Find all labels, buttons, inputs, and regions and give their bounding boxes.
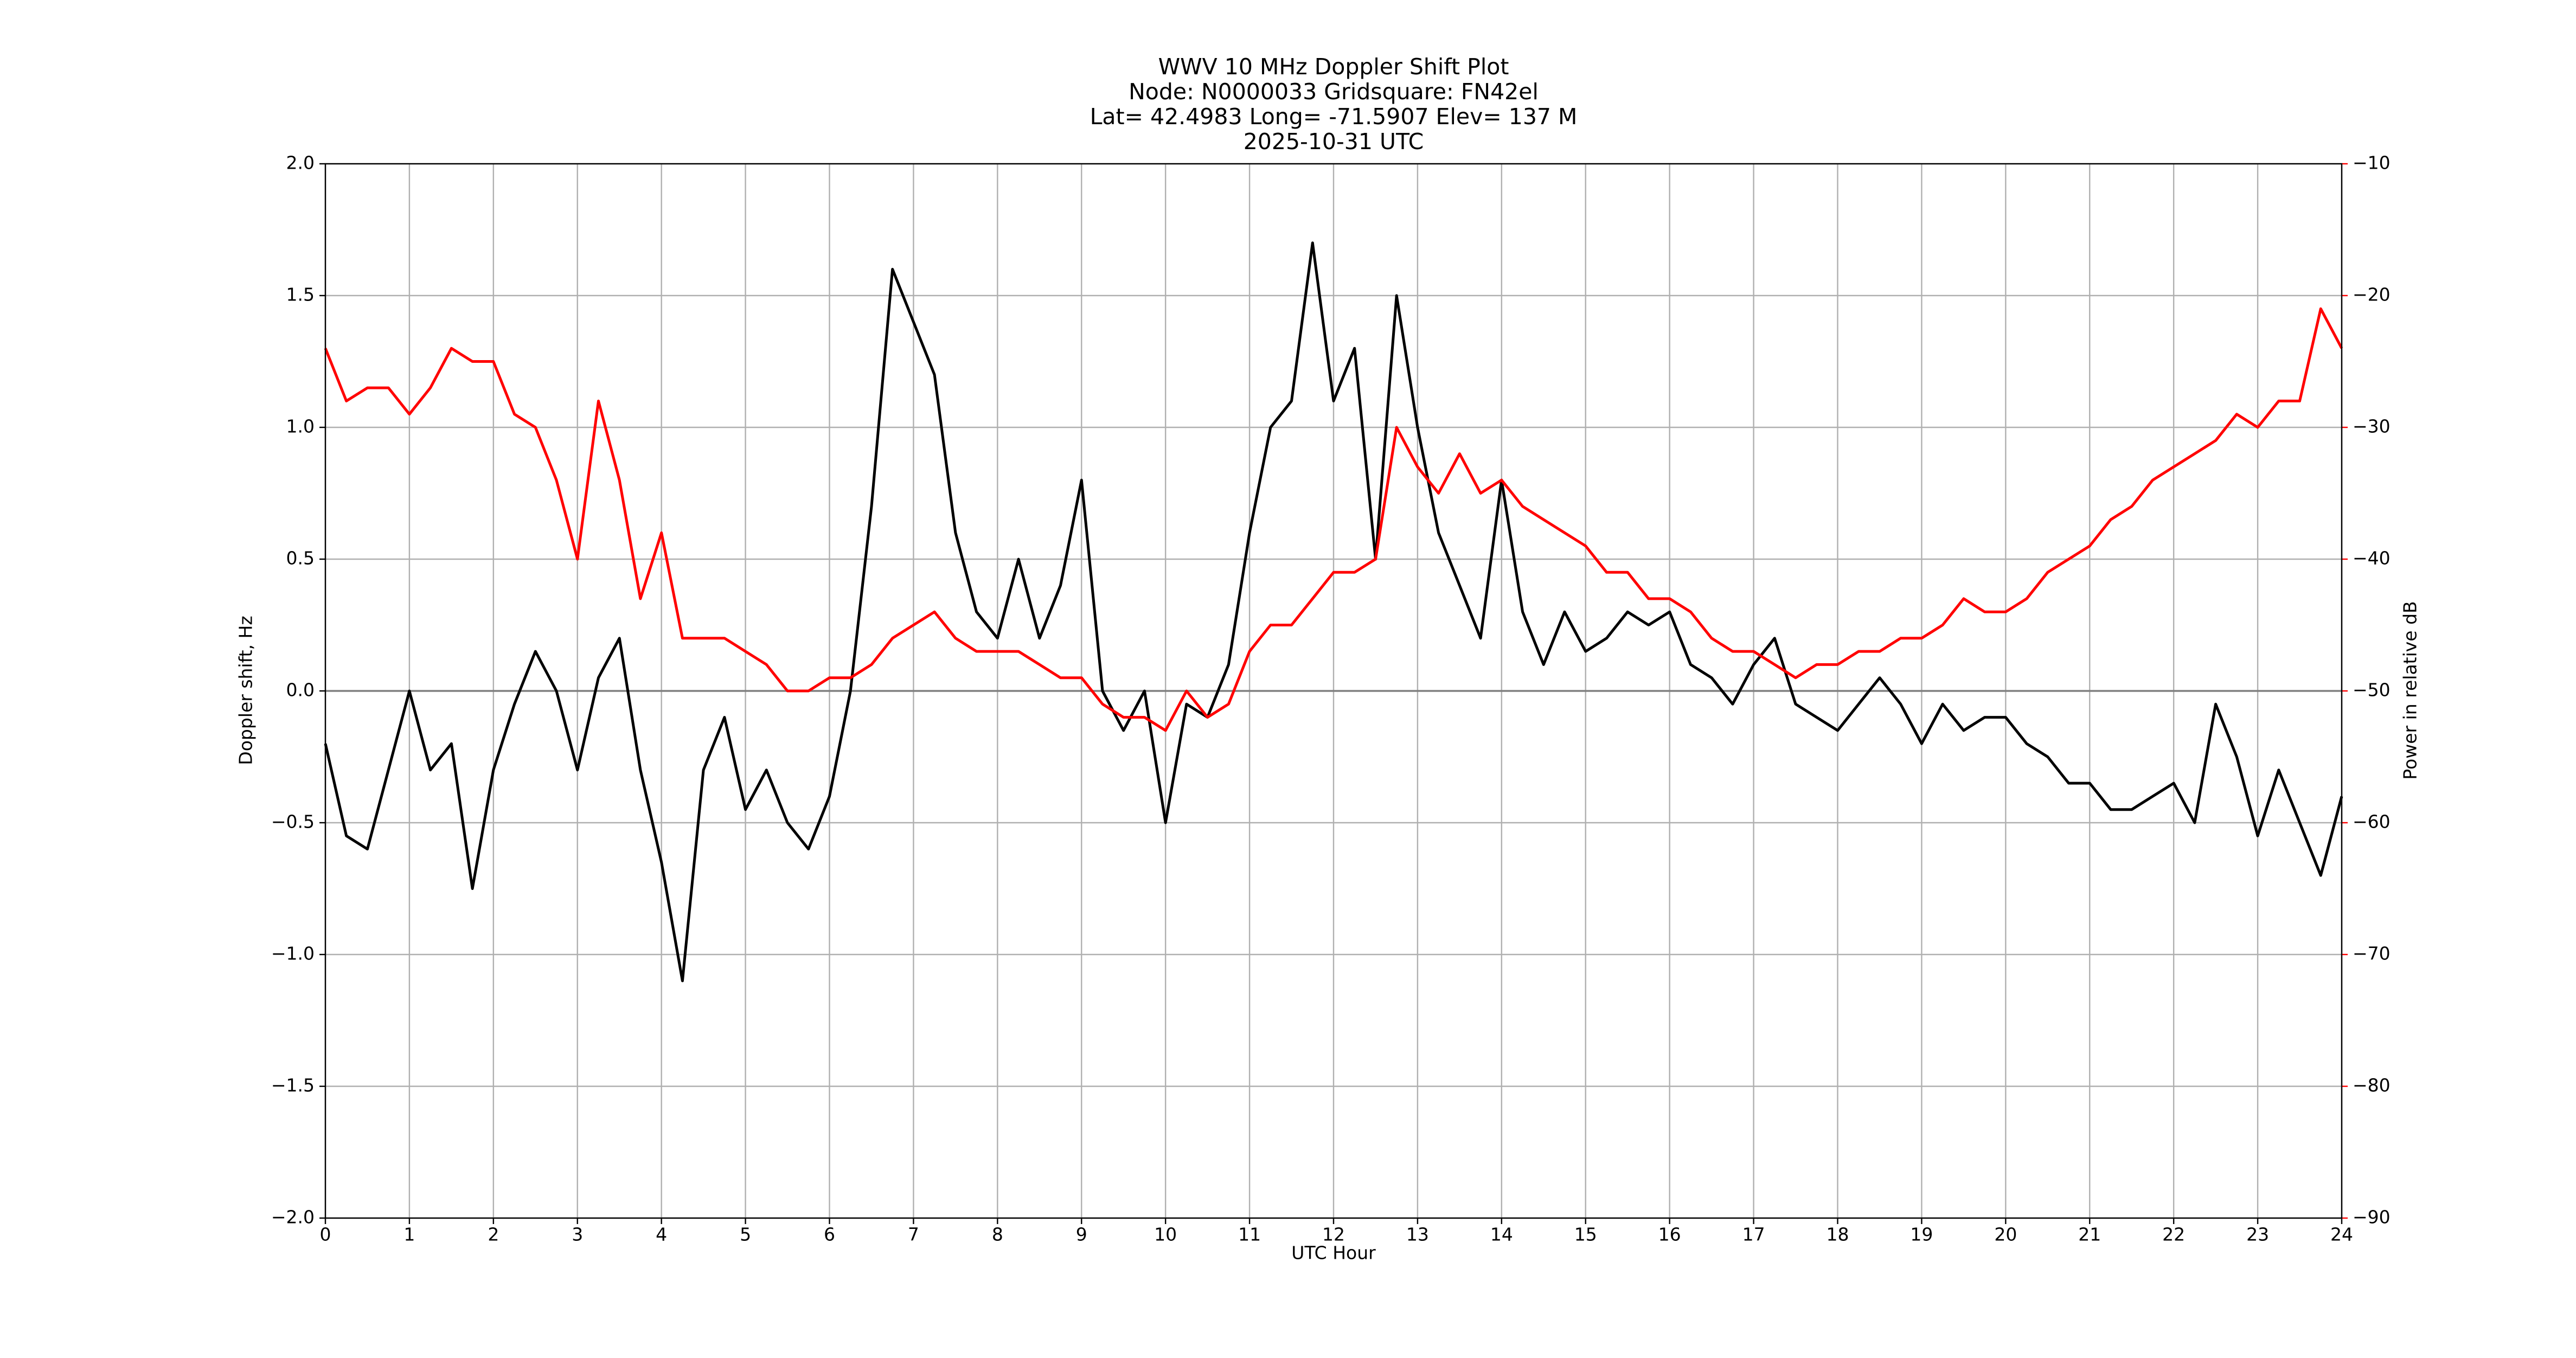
data-line [324,241,2343,983]
chart-title: WWV 10 MHz Doppler Shift Plot [1158,54,1509,80]
x-tick-label: 19 [1910,1224,1933,1245]
x-tick-label: 12 [1322,1224,1345,1245]
data-line [324,307,2343,732]
x-tick-label: 23 [2246,1224,2269,1245]
x-tick-label: 10 [1154,1224,1177,1245]
y-tick-label: 1.5 [286,284,315,305]
y2-tick-label: −10 [2353,152,2391,174]
x-tick-label: 18 [1827,1224,1849,1245]
y2-tick-label: −60 [2353,811,2391,832]
x-axis-label: UTC Hour [1291,1242,1376,1264]
y-tick-label: 0.5 [286,548,315,569]
y-tick-label: −0.5 [271,811,315,832]
y2-tick-label: −90 [2353,1207,2391,1228]
y-tick-label: 2.0 [286,152,315,174]
y-tick-label: 0.0 [286,680,315,701]
x-tick-label: 8 [992,1224,1003,1245]
x-tick-label: 0 [320,1224,331,1245]
y2-tick-label: −40 [2353,548,2391,569]
y2-tick-label: −80 [2353,1075,2391,1096]
y2-tick-label: −30 [2353,416,2391,437]
x-tick-label: 24 [2330,1224,2353,1245]
y-tick-label: −2.0 [271,1207,315,1228]
x-tick-label: 3 [572,1224,583,1245]
x-tick-label: 13 [1406,1224,1429,1245]
y-axis-label: Doppler shift, Hz [235,616,257,765]
x-tick-label: 11 [1238,1224,1261,1245]
x-tick-label: 1 [403,1224,415,1245]
x-tick-label: 16 [1658,1224,1681,1245]
y2-tick-label: −70 [2353,943,2391,964]
y-tick-label: 1.0 [286,416,315,437]
chart-subtitle: 2025-10-31 UTC [1244,129,1424,155]
plot-frame [324,163,2343,1219]
x-tick-label: 14 [1490,1224,1513,1245]
x-tick-label: 5 [740,1224,751,1245]
x-tick-label: 21 [2078,1224,2101,1245]
x-tick-label: 15 [1574,1224,1597,1245]
chart-subtitle: Lat= 42.4983 Long= -71.5907 Elev= 137 M [1090,104,1578,130]
y2-tick-label: −50 [2353,680,2391,701]
x-tick-label: 9 [1076,1224,1087,1245]
chart-subtitle: Node: N0000033 Gridsquare: FN42el [1129,79,1539,105]
y-tick-label: −1.5 [271,1075,315,1096]
x-tick-label: 4 [656,1224,667,1245]
x-tick-label: 20 [1994,1224,2017,1245]
y2-axis-label: Power in relative dB [2400,601,2421,779]
x-tick-label: 6 [824,1224,835,1245]
x-tick-label: 2 [488,1224,499,1245]
y2-tick-label: −20 [2353,284,2391,305]
x-tick-label: 7 [908,1224,919,1245]
y-tick-label: −1.0 [271,943,315,964]
x-tick-label: 22 [2162,1224,2185,1245]
x-tick-label: 17 [1742,1224,1765,1245]
